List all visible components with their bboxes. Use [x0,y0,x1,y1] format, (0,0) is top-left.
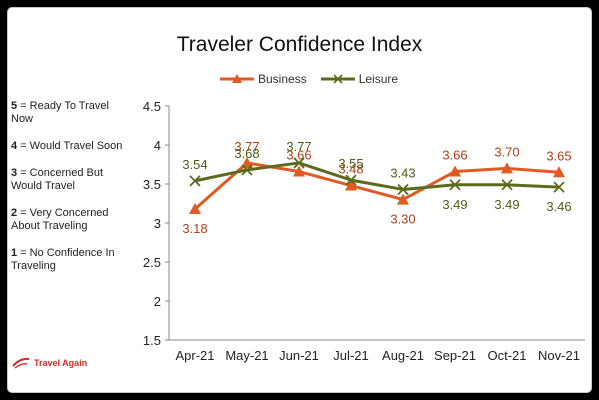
legend: Business Leisure [220,72,398,86]
data-point [189,175,201,187]
data-point [449,179,461,191]
scale-item-2: 2 = Very Concerned About Traveling [11,207,123,233]
data-label: 3.49 [494,197,519,212]
logo-text: Travel Again [34,358,88,368]
legend-item-leisure: Leisure [320,72,399,86]
confidence-scale-legend: 5 = Ready To Travel Now 4 = Would Travel… [11,100,123,287]
data-label: 3.65 [546,148,571,163]
legend-item-business: Business [220,72,307,86]
data-point [553,181,565,193]
data-label: 3.43 [390,165,415,180]
scale-item-3: 3 = Concerned But Would Travel [11,167,123,193]
data-point [397,183,409,196]
x-tick-label: Jul-21 [333,348,368,363]
data-point [293,165,305,177]
data-label: 3.66 [442,148,467,163]
plane-swoosh-icon [12,357,30,369]
scale-num: 4 [11,140,18,152]
legend-marker-business [220,74,254,83]
data-label: 3.18 [182,221,207,236]
scale-text: = Concerned But Would Travel [11,167,104,192]
scale-item-5: 5 = Ready To Travel Now [11,100,123,126]
y-tick-label: 3.5 [143,177,161,192]
scale-text: = Would Travel Soon [17,140,123,152]
x-tick-label: Apr-21 [175,348,214,363]
scale-item-1: 1 = No Confidence In Traveling [11,247,123,273]
y-tick-label: 4.5 [143,99,161,114]
data-label: 3.48 [338,162,363,177]
data-label: 3.77 [234,139,259,154]
slide-frame [7,7,592,393]
scale-text: = No Confidence In Traveling [11,247,115,272]
y-tick-label: 1.5 [143,333,161,348]
x-tick-label: Oct-21 [487,348,526,363]
scale-num: 2 [11,207,18,219]
brand-logo: Travel Again [12,356,87,370]
data-point [501,162,513,174]
legend-marker-leisure [320,74,355,84]
data-label: 3.68 [234,146,259,161]
scale-item-4: 4 = Would Travel Soon [11,140,123,153]
data-label: 3.54 [182,157,207,172]
scale-num: 5 [11,100,18,112]
y-tick-label: 4 [154,138,161,153]
data-label: 3.55 [338,156,363,171]
data-label: 3.66 [286,148,311,163]
x-tick-label: Jun-21 [279,348,319,363]
data-point [501,179,513,191]
data-point [189,202,201,214]
scale-num: 1 [11,247,18,259]
data-label: 3.30 [390,212,415,227]
data-point [241,164,253,176]
legend-label-business: Business [258,72,307,86]
data-point [241,156,253,168]
data-point [397,193,409,205]
y-tick-label: 2 [154,294,161,309]
data-label: 3.77 [286,139,311,154]
scale-text: = Ready To Travel Now [11,100,109,125]
x-tick-label: Nov-21 [538,348,580,363]
data-point [553,166,565,178]
chart-title: Traveler Confidence Index [176,33,423,56]
x-tick-label: Sep-21 [434,348,476,363]
data-point [449,165,461,177]
data-point [345,179,357,191]
data-label: 3.70 [494,144,519,159]
data-point [293,157,305,169]
y-tick-label: 2.5 [143,255,161,270]
scale-num: 3 [11,167,18,179]
legend-label-leisure: Leisure [358,72,399,86]
data-label: 3.46 [546,199,571,214]
x-tick-label: Aug-21 [382,348,424,363]
scale-text: = Very Concerned About Traveling [11,207,109,232]
data-label: 3.49 [442,197,467,212]
series-line-business [194,161,560,211]
series-line-leisure [194,161,560,191]
data-point [345,174,357,186]
x-tick-label: May-21 [225,348,268,363]
y-tick-label: 3 [154,216,161,231]
